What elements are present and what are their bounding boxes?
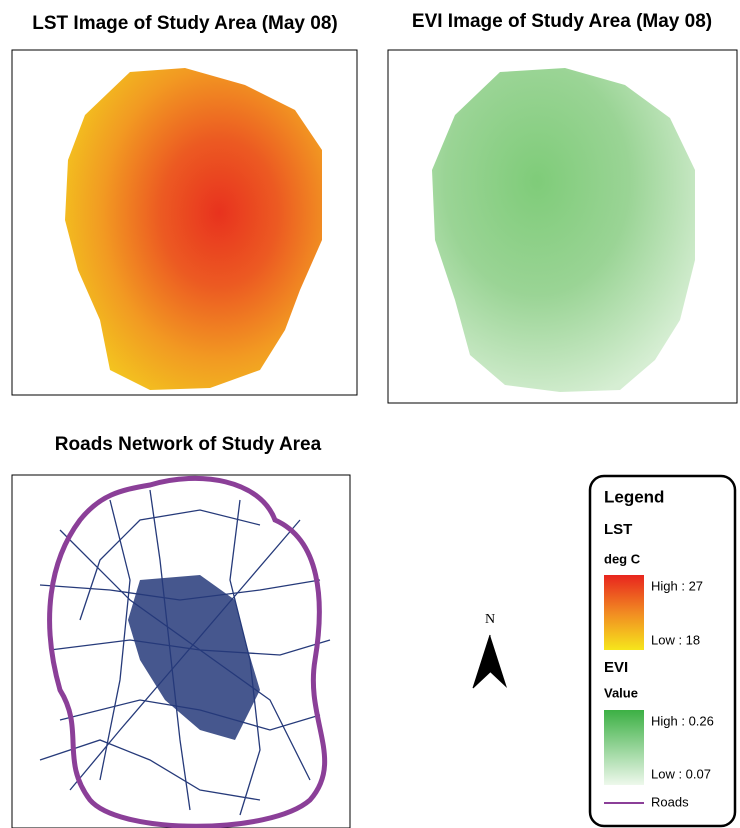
legend-label: High : 0.26 bbox=[651, 713, 714, 728]
legend-ramp bbox=[604, 710, 644, 785]
north-arrow bbox=[490, 635, 507, 688]
panel-title: LST Image of Study Area (May 08) bbox=[32, 13, 337, 34]
legend-unit: Value bbox=[604, 685, 638, 700]
legend-label: Roads bbox=[651, 794, 689, 809]
legend-label: Low : 18 bbox=[651, 632, 700, 647]
panel-title: Roads Network of Study Area bbox=[55, 434, 322, 455]
map-figure: LST Image of Study Area (May 08) EVI Ima… bbox=[0, 0, 740, 828]
legend-title: Legend bbox=[604, 487, 664, 506]
legend-unit: deg C bbox=[604, 551, 641, 566]
legend-label: Low : 0.07 bbox=[651, 766, 711, 781]
legend-heading: LST bbox=[604, 521, 632, 538]
north-label: N bbox=[485, 612, 495, 627]
legend-label: High : 27 bbox=[651, 578, 703, 593]
legend-ramp bbox=[604, 575, 644, 650]
legend-heading: EVI bbox=[604, 659, 628, 676]
evi-raster bbox=[432, 68, 695, 392]
panel-title: EVI Image of Study Area (May 08) bbox=[412, 11, 712, 32]
north-arrow bbox=[473, 635, 490, 688]
